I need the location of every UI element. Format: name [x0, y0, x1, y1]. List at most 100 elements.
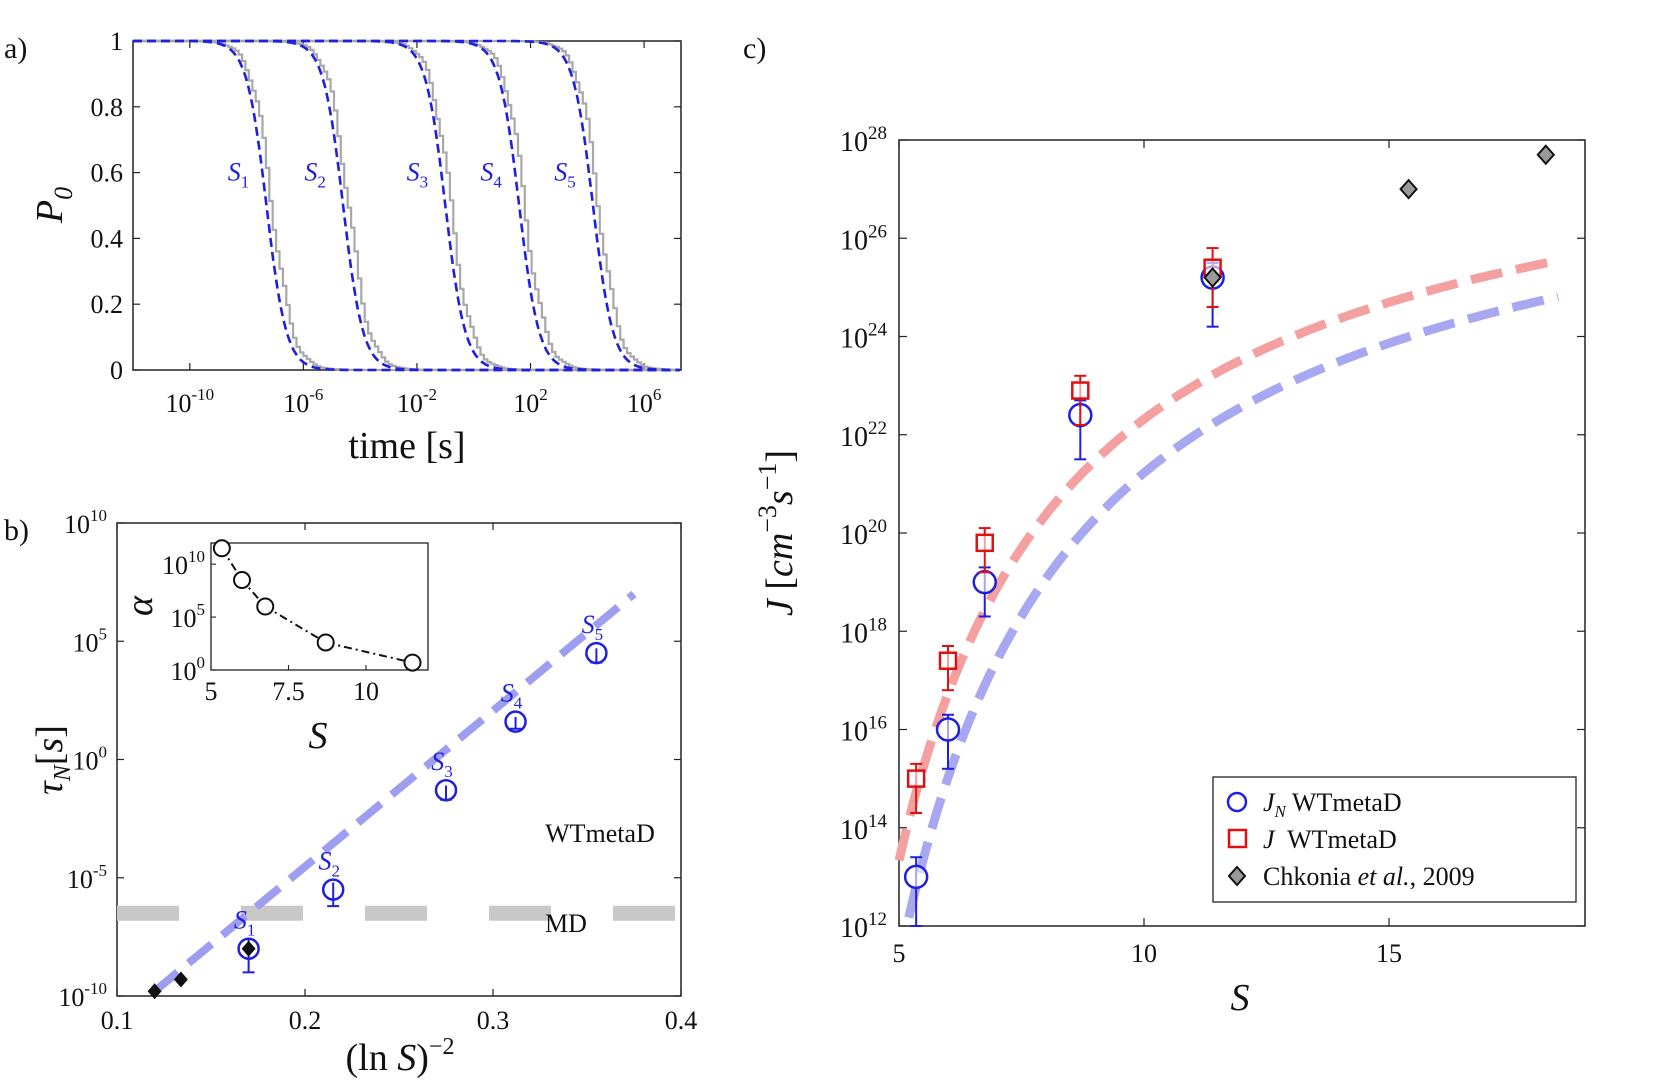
panel-a-series-label-S4: S4 [480, 158, 502, 192]
inset-point [256, 597, 275, 616]
inset-ytick-label: 105 [171, 600, 206, 633]
panel-c: c) 5 10 15 1012 1014 1016 1018 1020 1022 1024 102… [743, 32, 1586, 1019]
inset-point [212, 539, 231, 558]
legend-box [1212, 776, 1577, 903]
panel-a-xtick-label: 102 [513, 385, 548, 418]
panel-a-label: a) [4, 32, 27, 65]
panel-b-xtick-label: 0.3 [477, 1006, 510, 1035]
inset-point [316, 633, 335, 652]
panel-b-wtmetad-point [585, 641, 608, 665]
panel-a-empirical-S5 [133, 39, 680, 371]
panel-b-md-point [173, 971, 188, 988]
inset-ytick-label: 1010 [162, 547, 205, 580]
panel-a-ytick-label: 0.4 [91, 224, 124, 253]
legend-marker-chkonia [1227, 865, 1247, 887]
panel-b-wtmetad-point [434, 778, 458, 802]
panel-b-point-label: S2 [318, 847, 340, 881]
panel-c-j-point [906, 769, 926, 788]
panel-c-label: c) [743, 32, 766, 65]
inset-xlabel: S [309, 715, 328, 757]
panel-a-ytick-label: 0.2 [91, 290, 124, 319]
inset-xtick-label: 7.5 [272, 677, 305, 706]
panel-b-md-label: MD [545, 909, 587, 938]
panel-a-ytick-label: 0.8 [91, 93, 124, 122]
panel-a-ylabel: P0 [29, 187, 78, 224]
panel-a-xtick-label: 10-10 [165, 385, 214, 418]
panel-a-series-label-S5: S5 [554, 158, 576, 192]
panel-c-chkonia-point [1399, 178, 1418, 200]
panel-c-ytick-label: 1012 [840, 909, 887, 944]
inset-point [233, 571, 251, 590]
panel-b-point-label: S3 [431, 747, 453, 781]
panel-c-ylabel: J [cm−3s−1] [753, 450, 801, 616]
panel-a-series-label-S1: S1 [228, 158, 250, 192]
panel-c-xtick-label: 15 [1376, 939, 1402, 968]
panel-c-xlabel: S [1231, 977, 1250, 1019]
panel-c-ytick-label: 1028 [840, 123, 887, 158]
inset-xtick-label: 10 [353, 677, 379, 706]
panel-a-series-label-S3: S3 [407, 158, 429, 192]
panel-b-point-label: S4 [501, 679, 523, 713]
panel-c-jn-point [903, 864, 929, 890]
panel-a-fit-S1 [133, 39, 680, 372]
panel-c-ytick-label: 1018 [840, 614, 887, 649]
panel-a-ytick-label: 1 [110, 27, 123, 56]
legend-marker-jn [1226, 791, 1248, 813]
panel-a-xtick-label: 10-2 [397, 385, 437, 418]
panel-c-chkonia-point [1203, 267, 1222, 289]
panel-b-xlabel: (ln S)−2 [346, 1034, 455, 1079]
panel-a-xtick-label: 106 [627, 385, 662, 418]
panel-b-xtick-label: 0.2 [289, 1006, 322, 1035]
panel-b-ytick-label: 10-5 [67, 861, 107, 894]
panel-b-ylabel: τN[s] [29, 725, 76, 795]
inset-xtick-label: 5 [205, 677, 218, 706]
panel-b-xtick-label: 0.1 [101, 1006, 134, 1035]
panel-c-xtick-label: 5 [893, 939, 906, 968]
panel-c-ytick-label: 1026 [840, 221, 887, 256]
panel-c-j-point [1071, 381, 1090, 400]
panel-b-wtmetad-point [237, 937, 260, 960]
panel-a-fit-S5 [133, 39, 680, 372]
legend-marker-j [1227, 828, 1248, 849]
panel-b-ytick-label: 105 [73, 624, 108, 657]
inset-ylabel: α [119, 595, 161, 616]
panel-c-j-point [938, 651, 958, 670]
panel-a-xlabel: time [s] [348, 425, 465, 467]
inset-point [403, 653, 422, 672]
panel-b-fit-line [152, 590, 637, 995]
inset-ytick-label: 100 [171, 653, 206, 686]
panel-c-jn-point [972, 569, 997, 595]
panel-a-series-label-S2: S2 [304, 158, 326, 192]
panel-b-xtick-label: 0.4 [665, 1006, 698, 1035]
panel-b-ytick-label: 1010 [64, 506, 107, 539]
panel-c-fit-j [894, 256, 1559, 862]
panel-c-jn-point [935, 717, 961, 742]
panel-b-label: b) [4, 514, 29, 547]
panel-b-wtmetad-point [321, 878, 345, 901]
legend-entry-j: J WTmetaD [1263, 825, 1397, 854]
panel-a-xtick-label: 10-6 [283, 385, 323, 418]
panel-b-ytick-label: 100 [73, 743, 108, 776]
panel-b-wtmetad-point [504, 710, 527, 733]
panel-b-ytick-label: 10-10 [58, 979, 107, 1012]
panel-c-chkonia-point [1536, 144, 1556, 166]
legend-entry-jn: JN WTmetaD [1263, 788, 1402, 821]
panel-c-j-point [975, 533, 994, 553]
panel-b-inset: 5 7.5 10 100 105 1010 S α [119, 539, 429, 757]
panel-a-ytick-label: 0 [110, 356, 123, 385]
panel-b-wtmetad-label: WTmetaD [545, 819, 655, 848]
panel-c-ytick-label: 1022 [840, 418, 887, 453]
panel-c-ytick-label: 1014 [840, 811, 888, 846]
panel-c-ytick-label: 1024 [840, 320, 888, 355]
panel-b-point-label: S5 [582, 610, 604, 644]
panel-c-xtick-label: 10 [1131, 939, 1157, 968]
legend-entry-chkonia: Chkonia et al., 2009 [1263, 862, 1475, 891]
inset-axes-box [210, 542, 429, 671]
panel-c-ytick-label: 1016 [840, 713, 887, 748]
panel-b-md-point [147, 983, 162, 1000]
panel-c-fit-jn [904, 292, 1560, 919]
panel-c-ytick-label: 1020 [840, 516, 887, 551]
panel-a-ytick-label: 0.6 [91, 159, 124, 188]
